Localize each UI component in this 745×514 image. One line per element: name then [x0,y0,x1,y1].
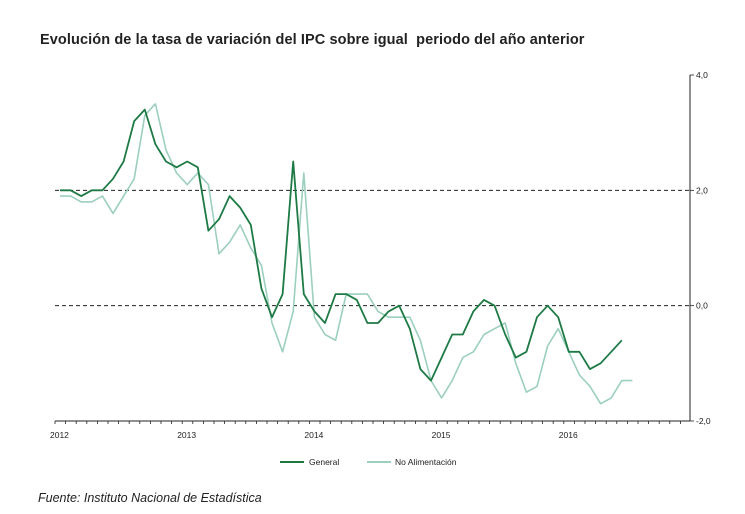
x-tick-label-2015: 2015 [432,430,451,440]
series-line-no-alimentacion [60,103,633,405]
y-tick-label-0: 4,0 [696,70,708,80]
x-axis-ticks: 2012 2013 2014 2015 2016 [50,421,681,440]
y-tick-label-3: -2,0 [696,416,711,426]
legend-label-general: General [309,457,339,467]
x-tick-label-2013: 2013 [177,430,196,440]
reference-lines [55,189,690,307]
series-line-general [60,108,623,382]
series-lines [60,103,633,405]
chart-title: Evolución de la tasa de variación del IP… [40,32,585,48]
y-tick-label-1: 2,0 [696,185,708,195]
y-tick-label-2: 0,0 [696,301,708,311]
x-tick-label-2016: 2016 [559,430,578,440]
legend-label-no-alimentacion: No Alimentación [395,457,457,467]
legend: General No Alimentación [280,457,457,467]
source-note: Fuente: Instituto Nacional de Estadístic… [38,491,262,505]
x-tick-label-2014: 2014 [304,430,323,440]
y-axis-ticks: 4,0 2,0 0,0 -2,0 [690,70,711,426]
x-tick-label-2012: 2012 [50,430,69,440]
